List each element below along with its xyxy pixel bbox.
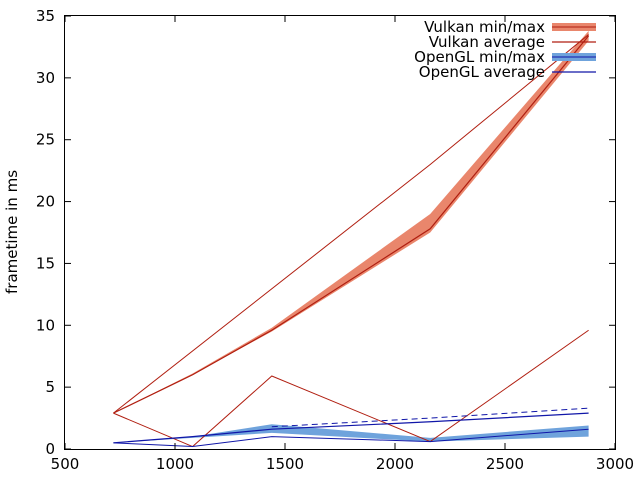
x-tick-label: 1000 bbox=[156, 455, 194, 473]
y-tick-label: 5 bbox=[45, 378, 55, 396]
y-tick-label: 15 bbox=[36, 254, 55, 272]
x-tick-label: 500 bbox=[51, 455, 80, 473]
trace-line-0 bbox=[113, 329, 589, 448]
x-tick-label: 2000 bbox=[376, 455, 414, 473]
y-tick-label: 0 bbox=[45, 440, 55, 458]
x-tick-label: 3000 bbox=[596, 455, 634, 473]
plot-frame bbox=[64, 15, 616, 450]
band-0 bbox=[113, 30, 589, 414]
trace-line-1 bbox=[113, 34, 589, 414]
y-tick-label: 35 bbox=[36, 7, 55, 25]
trace-line-2 bbox=[113, 428, 589, 448]
y-tick-label: 20 bbox=[36, 193, 55, 211]
legend-label: OpenGL average bbox=[419, 63, 545, 81]
legend-label: OpenGL min/max bbox=[414, 48, 545, 66]
y-axis-title: frametime in ms bbox=[3, 170, 21, 294]
trace-line-3 bbox=[271, 407, 589, 428]
y-tick-label: 10 bbox=[36, 316, 55, 334]
x-tick-label: 1500 bbox=[266, 455, 304, 473]
series-layer bbox=[113, 30, 590, 448]
ticks-layer: 500 1000 1500 2000 2500 3000 0 5 10 15 20 25 30 35 bbox=[36, 7, 634, 473]
y-tick-label: 25 bbox=[36, 131, 55, 149]
y-tick-label: 30 bbox=[36, 69, 55, 87]
band-1 bbox=[113, 424, 589, 443]
legend-label: Vulkan min/max bbox=[424, 18, 545, 36]
legend-label: Vulkan average bbox=[429, 33, 545, 51]
series-line-1 bbox=[113, 412, 589, 444]
series-line-0 bbox=[113, 35, 590, 414]
x-tick-label: 2500 bbox=[486, 455, 524, 473]
